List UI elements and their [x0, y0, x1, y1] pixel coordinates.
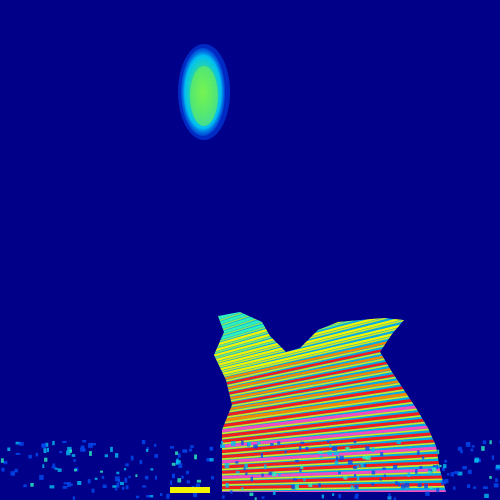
- spectrogram-image: [0, 0, 500, 500]
